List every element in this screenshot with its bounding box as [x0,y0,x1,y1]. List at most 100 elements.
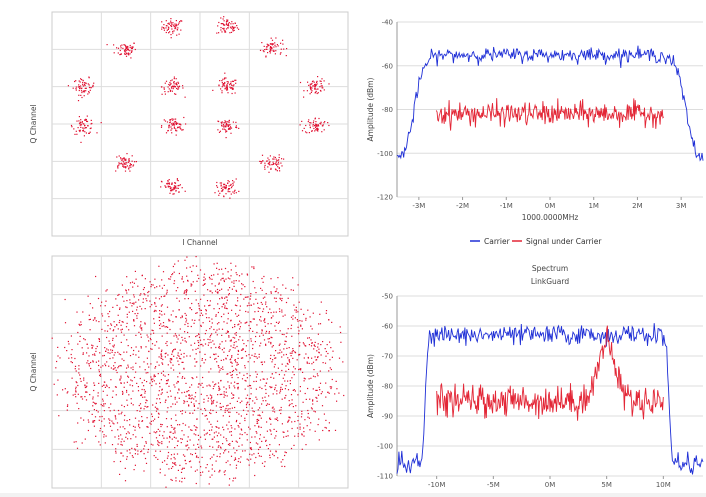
scatter-point [235,290,238,292]
scatter-point [120,158,122,160]
scatter-point [249,375,251,377]
scatter-point [98,360,100,362]
scatter-point [170,190,172,192]
scatter-point [265,440,267,442]
scatter-point [259,386,261,388]
scatter-point [132,366,134,368]
scatter-point [228,411,230,413]
scatter-point [71,126,73,128]
scatter-point [313,344,315,346]
scatter-point [331,378,333,381]
scatter-point [166,29,168,31]
scatter-point [81,396,83,398]
scatter-point [141,420,143,422]
scatter-point [222,78,224,80]
scatter-point [279,352,281,354]
scatter-point [325,396,327,398]
scatter-point [194,452,197,454]
scatter-point [168,179,170,181]
scatter-point [215,411,217,413]
scatter-point [215,290,217,292]
scatter-point [137,386,139,388]
scatter-point [234,326,236,328]
scatter-point [128,329,130,331]
scatter-point [163,27,165,29]
scatter-point [158,324,161,326]
scatter-point [123,359,125,362]
scatter-point [268,332,270,334]
scatter-point [142,396,144,398]
scatter-point [178,334,180,336]
scatter-point [249,357,251,359]
scatter-point [314,130,316,132]
scatter-point [173,127,175,129]
scatter-point [209,339,211,341]
scatter-point [280,52,282,54]
scatter-point [170,123,173,125]
scatter-point [192,377,194,380]
scatter-point [318,117,320,120]
scatter-point [316,389,318,391]
scatter-point [88,319,90,321]
scatter-point [325,355,327,357]
scatter-point [140,336,142,338]
scatter-point [275,158,277,160]
scatter-point [231,185,233,187]
scatter-point [206,464,208,466]
scatter-point [170,119,172,121]
scatter-point [149,422,151,424]
scatter-point [235,341,237,343]
scatter-point [255,298,257,300]
scatter-point [83,135,85,137]
scatter-point [165,342,167,344]
scatter-point [314,88,316,90]
scatter-point [298,333,300,335]
scatter-point [175,93,177,95]
scatter-point [178,309,180,311]
scatter-point [321,87,323,89]
scatter-point [280,461,282,463]
scatter-point [170,129,172,131]
scatter-point [226,322,228,324]
scatter-point [177,27,179,29]
scatter-point [229,349,231,351]
scatter-point [254,287,256,289]
scatter-point [291,335,293,337]
scatter-point [285,340,287,343]
scatter-point [121,284,123,286]
scatter-point [172,265,174,268]
scatter-point [57,355,59,357]
scatter-point [222,443,224,445]
scatter-point [299,423,301,425]
scatter-point [224,81,226,84]
scatter-point [227,289,229,291]
scatter-point [230,358,232,360]
scatter-point [199,351,201,353]
scatter-point [173,25,175,28]
scatter-point [200,408,202,410]
scatter-point [288,368,290,370]
scatter-point [275,311,277,313]
scatter-point [272,410,274,412]
scatter-point [182,281,185,283]
scatter-point [244,296,246,298]
scatter-point [142,288,145,291]
scatter-point [86,385,88,387]
scatter-point [194,342,196,344]
scatter-point [156,407,158,409]
scatter-point [237,363,239,365]
scatter-point [241,349,243,351]
scatter-point [274,44,276,46]
scatter-point [117,351,119,353]
scatter-point [78,323,80,325]
scatter-point [88,92,90,94]
scatter-point [178,184,180,187]
scatter-point [161,362,163,364]
scatter-point [203,276,205,278]
scatter-point [58,415,60,417]
scatter-point [193,398,195,400]
scatter-point [175,27,177,29]
scatter-point [184,312,186,315]
scatter-point [117,328,119,330]
scatter-point [132,164,135,166]
